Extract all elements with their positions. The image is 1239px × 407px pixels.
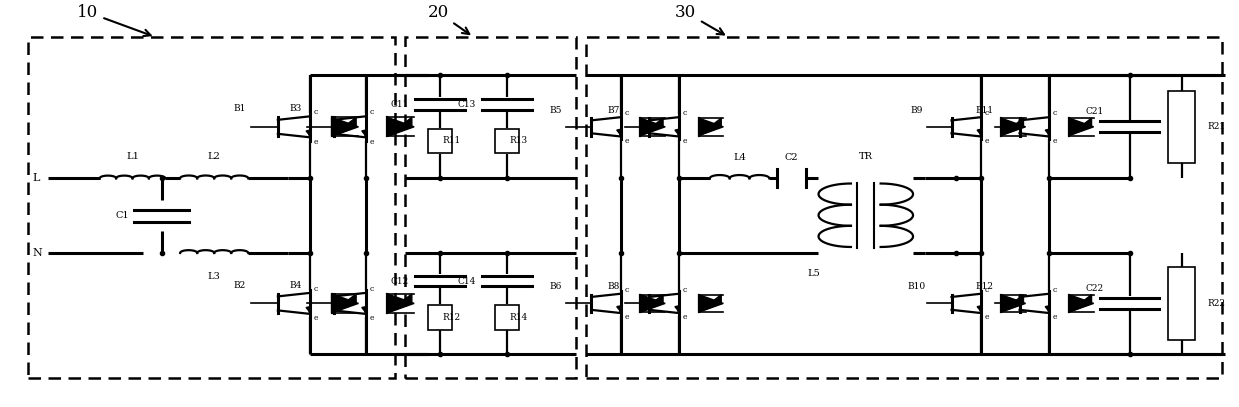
Text: c: c bbox=[315, 108, 318, 116]
Bar bbox=[427, 129, 452, 153]
Text: L1: L1 bbox=[126, 151, 139, 161]
Text: R13: R13 bbox=[509, 136, 528, 145]
Bar bbox=[494, 305, 519, 330]
Polygon shape bbox=[1001, 118, 1026, 136]
Text: B6: B6 bbox=[550, 282, 563, 291]
Text: c: c bbox=[315, 285, 318, 293]
Text: 20: 20 bbox=[427, 4, 470, 34]
Polygon shape bbox=[332, 294, 356, 313]
Text: B5: B5 bbox=[550, 106, 563, 115]
Text: R14: R14 bbox=[509, 313, 528, 322]
Text: c: c bbox=[985, 286, 989, 294]
Text: e: e bbox=[313, 314, 318, 322]
Text: C1: C1 bbox=[115, 211, 129, 220]
Polygon shape bbox=[332, 294, 358, 313]
Text: e: e bbox=[1053, 313, 1057, 321]
Text: e: e bbox=[683, 137, 686, 144]
Text: B8: B8 bbox=[608, 282, 621, 291]
Text: e: e bbox=[624, 137, 628, 144]
Text: TR: TR bbox=[859, 151, 872, 161]
Polygon shape bbox=[1001, 118, 1023, 136]
Text: e: e bbox=[1053, 137, 1057, 144]
Text: C22: C22 bbox=[1085, 284, 1104, 293]
Text: e: e bbox=[985, 137, 989, 144]
Text: L3: L3 bbox=[208, 272, 221, 281]
Bar bbox=[427, 305, 452, 330]
Text: B9: B9 bbox=[911, 106, 922, 115]
Text: B2: B2 bbox=[233, 281, 245, 290]
Polygon shape bbox=[1001, 295, 1026, 312]
Polygon shape bbox=[388, 117, 414, 136]
Polygon shape bbox=[641, 118, 663, 136]
Polygon shape bbox=[699, 118, 724, 136]
Text: L2: L2 bbox=[208, 151, 221, 161]
Text: 10: 10 bbox=[77, 4, 151, 36]
Polygon shape bbox=[1069, 295, 1094, 312]
Text: c: c bbox=[683, 286, 686, 294]
Text: C2: C2 bbox=[784, 153, 798, 162]
Text: B7: B7 bbox=[608, 106, 621, 115]
Text: B10: B10 bbox=[907, 282, 926, 291]
Text: N: N bbox=[33, 248, 42, 258]
Text: C12: C12 bbox=[390, 277, 409, 286]
Text: R12: R12 bbox=[442, 313, 461, 322]
Text: c: c bbox=[683, 109, 686, 118]
Text: L: L bbox=[33, 173, 40, 183]
Text: L5: L5 bbox=[808, 269, 820, 278]
Polygon shape bbox=[332, 117, 356, 136]
Text: B11: B11 bbox=[975, 106, 994, 115]
Text: C21: C21 bbox=[1085, 107, 1104, 116]
Text: c: c bbox=[1053, 286, 1057, 294]
Polygon shape bbox=[641, 118, 665, 136]
Text: e: e bbox=[313, 138, 318, 146]
Text: B12: B12 bbox=[975, 282, 994, 291]
Text: e: e bbox=[985, 313, 989, 321]
Bar bbox=[494, 129, 519, 153]
Text: R22: R22 bbox=[1207, 299, 1225, 308]
Text: c: c bbox=[985, 109, 989, 118]
Text: e: e bbox=[369, 314, 374, 322]
Text: c: c bbox=[624, 286, 628, 294]
Polygon shape bbox=[641, 295, 665, 312]
Text: B4: B4 bbox=[289, 281, 301, 290]
Text: R21: R21 bbox=[1207, 123, 1225, 131]
Polygon shape bbox=[699, 295, 724, 312]
Polygon shape bbox=[1069, 118, 1092, 136]
Polygon shape bbox=[1069, 295, 1092, 312]
Polygon shape bbox=[388, 294, 414, 313]
Text: B3: B3 bbox=[289, 104, 301, 113]
Polygon shape bbox=[332, 117, 358, 136]
Polygon shape bbox=[1001, 295, 1023, 312]
Text: e: e bbox=[624, 313, 628, 321]
Polygon shape bbox=[388, 117, 411, 136]
Text: c: c bbox=[369, 108, 374, 116]
Polygon shape bbox=[1069, 118, 1094, 136]
Text: C11: C11 bbox=[390, 100, 409, 109]
Text: 30: 30 bbox=[675, 4, 724, 35]
Polygon shape bbox=[641, 295, 663, 312]
Polygon shape bbox=[388, 294, 411, 313]
Text: e: e bbox=[369, 138, 374, 146]
Bar bbox=[1168, 90, 1196, 163]
Text: e: e bbox=[683, 313, 686, 321]
Text: B1: B1 bbox=[233, 104, 245, 113]
Text: c: c bbox=[624, 109, 628, 118]
Text: L4: L4 bbox=[733, 153, 746, 162]
Polygon shape bbox=[699, 295, 721, 312]
Polygon shape bbox=[699, 118, 721, 136]
Text: R11: R11 bbox=[442, 136, 461, 145]
Text: c: c bbox=[369, 285, 374, 293]
Text: C14: C14 bbox=[457, 277, 476, 286]
Text: c: c bbox=[1053, 109, 1057, 118]
Text: C13: C13 bbox=[457, 100, 476, 109]
Bar bbox=[1168, 267, 1196, 340]
